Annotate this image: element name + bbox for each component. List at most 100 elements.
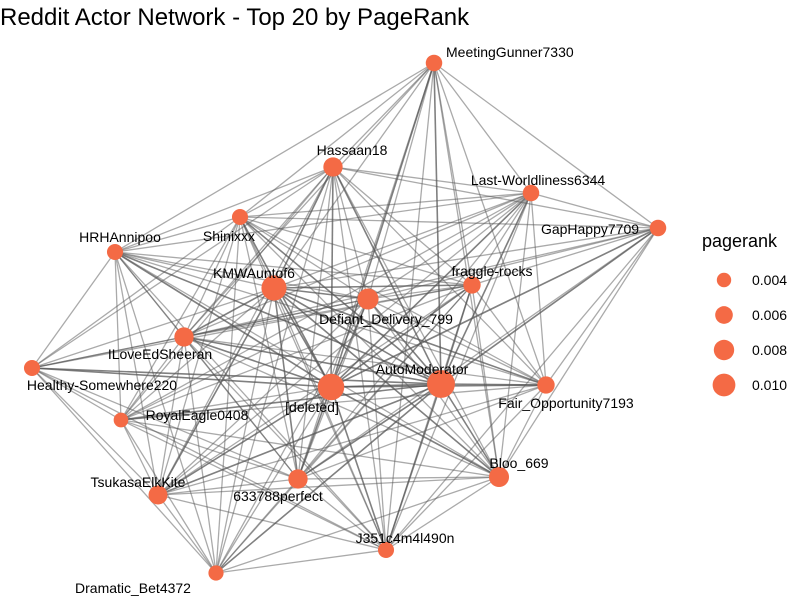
edge-Last-Worldliness6344-Shinixxx [239, 192, 532, 218]
edge-fraggle-rocks-[deleted] [330, 284, 473, 388]
node-J351c4m4l490n [377, 541, 395, 559]
node-label-AutoModerator: AutoModerator [376, 361, 469, 377]
edge-KMWAuntof6-ILoveEdSheeran [183, 287, 275, 338]
edge-Shinixxx-Bloo_669 [239, 216, 500, 478]
node-TsukasaElkKite [148, 485, 168, 505]
node-label-633788perfect: 633788perfect [233, 488, 323, 504]
node-Dramatic_Bet4372 [208, 565, 224, 581]
edge-KMWAuntof6-J351c4m4l490n [273, 287, 387, 551]
edge-ILoveEdSheeran-RoyalEagle0408 [120, 336, 185, 421]
edge-AutoModerator-TsukasaElkKite [157, 383, 442, 496]
edge-Last-Worldliness6344-633788perfect [297, 192, 532, 480]
edge-GapHappy7709-Defiant_Delivery_799 [367, 227, 659, 300]
edge-[deleted]-RoyalEagle0408 [120, 386, 332, 421]
edge-Defiant_Delivery_799-Fair_Opportunity7193 [367, 298, 547, 386]
node-label-Bloo_669: Bloo_669 [489, 455, 548, 471]
edge-Defiant_Delivery_799-TsukasaElkKite [157, 298, 369, 496]
node-label-MeetingGunner7330: MeetingGunner7330 [446, 44, 574, 60]
node-ILoveEdSheeran [174, 327, 194, 347]
legend-key-0 [716, 272, 732, 288]
node-label-Hassaan18: Hassaan18 [317, 142, 388, 158]
edge-Last-Worldliness6344-KMWAuntof6 [273, 192, 532, 289]
edge-Healthy-Somewhere220-J351c4m4l490n [31, 367, 387, 551]
edge-Hassaan18-[deleted] [330, 166, 334, 388]
node-633788perfect [288, 469, 308, 489]
node-label-Healthy-Somewhere220: Healthy-Somewhere220 [27, 377, 177, 393]
edge-KMWAuntof6-Fair_Opportunity7193 [273, 287, 547, 386]
edge-[deleted]-J351c4m4l490n [330, 386, 387, 551]
edge-RoyalEagle0408-J351c4m4l490n [120, 419, 387, 551]
edge-Defiant_Delivery_799-J351c4m4l490n [367, 298, 387, 551]
node-label-fraggle-rocks: fraggle-rocks [452, 263, 533, 279]
edge-Shinixxx-[deleted] [239, 216, 332, 388]
node-Bloo_669 [488, 466, 510, 488]
edge-Fair_Opportunity7193-633788perfect [297, 384, 547, 480]
node-fraggle-rocks [463, 276, 481, 294]
node-Fair_Opportunity7193 [537, 376, 555, 394]
edge-Shinixxx-Dramatic_Bet4372 [215, 216, 241, 574]
node-MeetingGunner7330 [425, 54, 443, 72]
legend-key-1 [715, 306, 733, 324]
edge-Bloo_669-633788perfect [297, 476, 500, 480]
edge-TsukasaElkKite-Dramatic_Bet4372 [157, 494, 217, 574]
edge-Last-Worldliness6344-Bloo_669 [498, 192, 532, 478]
edge-MeetingGunner7330-J351c4m4l490n [385, 62, 435, 551]
edge-Bloo_669-TsukasaElkKite [157, 476, 500, 496]
edge-Hassaan18-AutoModerator [332, 166, 442, 385]
edge-J351c4m4l490n-Dramatic_Bet4372 [215, 549, 387, 574]
edge-Healthy-Somewhere220-AutoModerator [31, 367, 442, 385]
legend: pagerank 0.004 0.006 0.008 0.010 [702, 231, 787, 397]
edge-ILoveEdSheeran-AutoModerator [183, 336, 442, 385]
edge-ILoveEdSheeran-633788perfect [183, 336, 299, 480]
edge-HRHAnnipoo-fraggle-rocks [114, 251, 473, 286]
edge-Hassaan18-RoyalEagle0408 [120, 166, 334, 421]
edge-ILoveEdSheeran-J351c4m4l490n [183, 336, 387, 551]
edge-MeetingGunner7330-Bloo_669 [433, 62, 500, 478]
node-label-ILoveEdSheeran: ILoveEdSheeran [108, 346, 212, 362]
legend-label-1: 0.006 [752, 307, 787, 323]
node-Defiant_Delivery_799 [357, 288, 379, 310]
legend-label-3: 0.010 [752, 377, 787, 393]
edge-KMWAuntof6-Healthy-Somewhere220 [31, 287, 275, 369]
edge-Hassaan18-fraggle-rocks [332, 166, 473, 286]
node-Hassaan18 [323, 157, 343, 177]
edge-AutoModerator-633788perfect [297, 383, 442, 480]
node-label-Last-Worldliness6344: Last-Worldliness6344 [471, 172, 606, 188]
edge-AutoModerator-J351c4m4l490n [385, 383, 442, 551]
edge-MeetingGunner7330-ILoveEdSheeran [183, 62, 435, 338]
node-label-RoyalEagle0408: RoyalEagle0408 [146, 407, 249, 423]
edge-KMWAuntof6-[deleted] [273, 287, 332, 388]
node-label-Shinixxx: Shinixxx [203, 228, 255, 244]
edge-fraggle-rocks-Bloo_669 [471, 284, 500, 478]
edge-Bloo_669-Dramatic_Bet4372 [215, 476, 500, 574]
edge-HRHAnnipoo-[deleted] [114, 251, 332, 388]
edge-RoyalEagle0408-TsukasaElkKite [120, 419, 159, 496]
node-[deleted] [317, 373, 345, 401]
node-label-Dramatic_Bet4372: Dramatic_Bet4372 [75, 580, 191, 596]
label-layer: MeetingGunner7330 Hassaan18 Last-Worldline… [27, 44, 639, 596]
edge-Healthy-Somewhere220-633788perfect [31, 367, 299, 480]
node-RoyalEagle0408 [113, 412, 129, 428]
node-label-KMWAuntof6: KMWAuntof6 [213, 265, 295, 281]
node-Last-Worldliness6344 [522, 184, 540, 202]
edge-Hassaan18-Last-Worldliness6344 [332, 166, 532, 194]
node-layer [23, 54, 667, 581]
edge-Hassaan18-HRHAnnipoo [114, 166, 334, 253]
edge-Fair_Opportunity7193-Bloo_669 [498, 384, 547, 478]
edge-Shinixxx-fraggle-rocks [239, 216, 473, 286]
edge-633788perfect-Dramatic_Bet4372 [215, 478, 299, 574]
edge-MeetingGunner7330-AutoModerator [433, 62, 442, 385]
edge-Healthy-Somewhere220-[deleted] [31, 367, 332, 388]
edge-GapHappy7709-fraggle-rocks [471, 227, 659, 286]
edge-Shinixxx-ILoveEdSheeran [183, 216, 241, 338]
edge-Bloo_669-J351c4m4l490n [385, 476, 500, 551]
edge-GapHappy7709-[deleted] [330, 227, 659, 388]
edge-Shinixxx-Fair_Opportunity7193 [239, 216, 547, 386]
edge-fraggle-rocks-Defiant_Delivery_799 [367, 284, 473, 300]
legend-label-2: 0.008 [752, 342, 787, 358]
node-label-[deleted]: [deleted] [285, 399, 339, 415]
legend-label-0: 0.004 [752, 272, 787, 288]
edge-Healthy-Somewhere220-RoyalEagle0408 [31, 367, 122, 421]
edge-MeetingGunner7330-Last-Worldliness6344 [433, 62, 532, 194]
node-AutoModerator [427, 370, 455, 398]
